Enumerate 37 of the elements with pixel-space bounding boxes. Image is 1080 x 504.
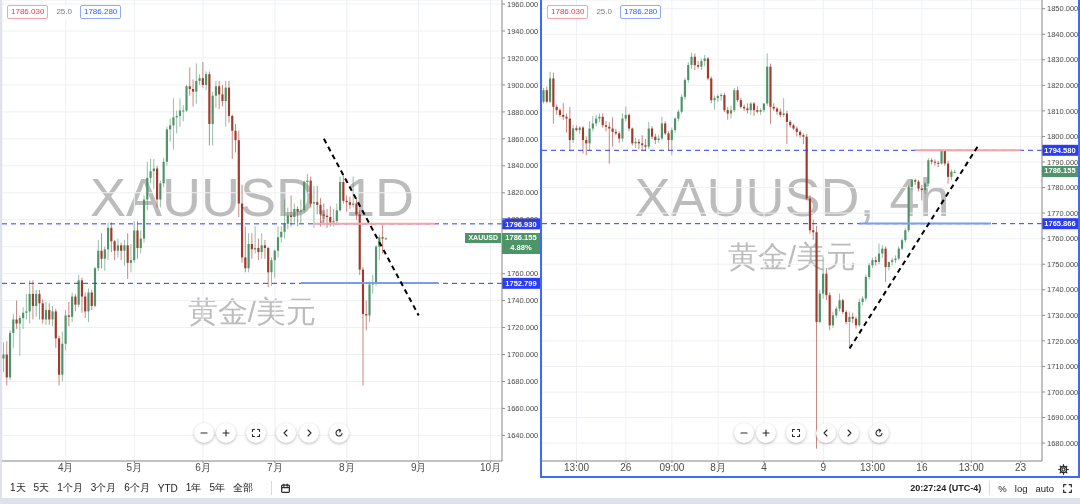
- text: 5年: [209, 481, 225, 495]
- text: log: [1014, 482, 1028, 494]
- x-tick-label: 5月: [126, 462, 143, 474]
- x-tick-label: 4月: [57, 462, 74, 474]
- annotation: 25.0: [52, 5, 76, 19]
- x-tick-label: 8月: [338, 462, 355, 474]
- x-tick-label: 10月: [480, 462, 502, 474]
- x-tick-label: 13:00: [564, 462, 590, 474]
- annotation: 1786.280: [79, 5, 122, 19]
- x-tick-label: 13:00: [958, 462, 985, 474]
- annotation: 25.0: [592, 5, 616, 19]
- x-tick-label: 8月: [710, 462, 726, 474]
- text: %: [998, 482, 1007, 494]
- text: 全部: [232, 481, 253, 495]
- x-tick-label: 26: [620, 462, 632, 474]
- x-tick-label: 9月: [410, 462, 427, 474]
- x-tick-label: 9: [820, 462, 827, 474]
- text: 黄金/美元: [186, 295, 318, 328]
- text: 6个月: [124, 481, 150, 495]
- x-tick-label: 6月: [195, 462, 211, 474]
- annotation: 1786.030: [547, 5, 589, 19]
- text: 1年: [185, 481, 202, 495]
- x-tick-label: 16: [916, 462, 928, 474]
- text: 20:27:24 (UTC-4): [910, 483, 982, 493]
- x-tick-label: 09:00: [659, 462, 685, 474]
- annotation: 1786.030: [7, 5, 49, 19]
- text: YTD: [157, 482, 178, 494]
- text: 1天: [10, 481, 26, 495]
- text: 1个月: [57, 481, 83, 495]
- text: 3个月: [90, 481, 117, 495]
- text: auto: [1035, 482, 1054, 494]
- x-tick-label: 4: [761, 462, 768, 474]
- x-tick-label: 23: [1015, 462, 1027, 474]
- x-tick-label: 7月: [267, 462, 283, 474]
- x-tick-label: 13:00: [860, 462, 886, 474]
- text: 5天: [33, 481, 50, 495]
- annotation: 1786.280: [619, 5, 662, 19]
